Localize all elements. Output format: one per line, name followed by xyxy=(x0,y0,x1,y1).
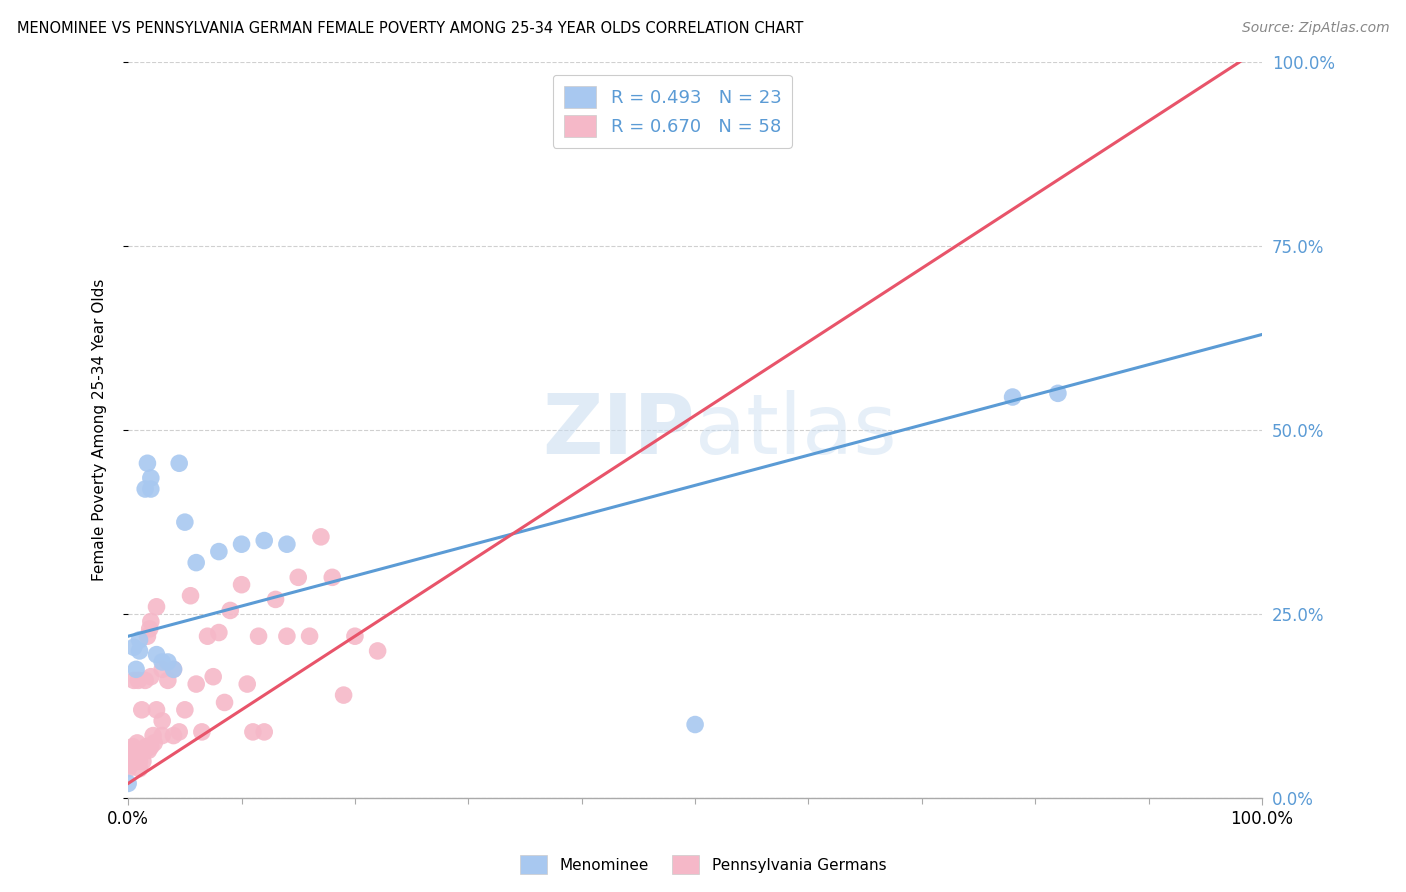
Point xyxy=(156,655,179,669)
Point xyxy=(139,482,162,496)
Point xyxy=(134,482,156,496)
Legend: Menominee, Pennsylvania Germans: Menominee, Pennsylvania Germans xyxy=(513,849,893,880)
Point xyxy=(128,755,150,769)
Point xyxy=(167,456,190,470)
Point xyxy=(309,530,332,544)
Point xyxy=(125,662,148,676)
Point xyxy=(131,703,153,717)
Point xyxy=(208,625,231,640)
Point xyxy=(128,632,150,647)
Point xyxy=(135,739,157,754)
Point xyxy=(180,589,202,603)
Point xyxy=(173,515,195,529)
Text: atlas: atlas xyxy=(695,390,897,471)
Point xyxy=(298,629,321,643)
Point xyxy=(128,762,150,776)
Point xyxy=(134,673,156,688)
Point xyxy=(143,736,166,750)
Point xyxy=(231,577,253,591)
Point xyxy=(321,570,343,584)
Point xyxy=(156,673,179,688)
Point xyxy=(145,703,167,717)
Point xyxy=(117,776,139,790)
Point xyxy=(186,677,208,691)
Point xyxy=(150,655,173,669)
Point xyxy=(136,629,159,643)
Y-axis label: Female Poverty Among 25-34 Year Olds: Female Poverty Among 25-34 Year Olds xyxy=(93,279,107,582)
Point xyxy=(276,629,298,643)
Point xyxy=(138,622,160,636)
Text: ZIP: ZIP xyxy=(543,390,695,471)
Point xyxy=(219,603,242,617)
Point xyxy=(150,662,173,676)
Point xyxy=(122,673,145,688)
Point xyxy=(214,696,236,710)
Point xyxy=(1001,390,1024,404)
Legend: R = 0.493   N = 23, R = 0.670   N = 58: R = 0.493 N = 23, R = 0.670 N = 58 xyxy=(553,75,792,148)
Point xyxy=(139,615,162,629)
Point xyxy=(167,725,190,739)
Point xyxy=(150,729,173,743)
Point xyxy=(231,537,253,551)
Point xyxy=(202,670,225,684)
Point xyxy=(276,537,298,551)
Point xyxy=(124,755,146,769)
Point xyxy=(367,644,389,658)
Point xyxy=(122,640,145,655)
Point xyxy=(162,662,184,676)
Point xyxy=(142,729,165,743)
Point xyxy=(138,743,160,757)
Point xyxy=(191,725,214,739)
Point xyxy=(173,703,195,717)
Point xyxy=(253,725,276,739)
Point xyxy=(128,644,150,658)
Point xyxy=(121,739,143,754)
Point xyxy=(121,750,143,764)
Point xyxy=(134,743,156,757)
Point xyxy=(127,736,149,750)
Point xyxy=(242,725,264,739)
Point xyxy=(186,556,208,570)
Point xyxy=(132,755,155,769)
Point xyxy=(162,729,184,743)
Point xyxy=(139,670,162,684)
Point xyxy=(127,673,149,688)
Point xyxy=(236,677,259,691)
Point xyxy=(117,743,139,757)
Point xyxy=(287,570,309,584)
Point xyxy=(683,717,706,731)
Point xyxy=(128,743,150,757)
Point xyxy=(125,747,148,761)
Point xyxy=(150,714,173,728)
Point xyxy=(139,471,162,485)
Text: Source: ZipAtlas.com: Source: ZipAtlas.com xyxy=(1241,21,1389,35)
Text: MENOMINEE VS PENNSYLVANIA GERMAN FEMALE POVERTY AMONG 25-34 YEAR OLDS CORRELATIO: MENOMINEE VS PENNSYLVANIA GERMAN FEMALE … xyxy=(17,21,803,36)
Point xyxy=(253,533,276,548)
Point xyxy=(139,739,162,754)
Point xyxy=(117,762,139,776)
Point xyxy=(136,456,159,470)
Point xyxy=(332,688,354,702)
Point xyxy=(162,662,184,676)
Point xyxy=(1046,386,1069,401)
Point xyxy=(208,544,231,558)
Point xyxy=(247,629,270,643)
Point xyxy=(145,599,167,614)
Point xyxy=(264,592,287,607)
Point xyxy=(145,648,167,662)
Point xyxy=(120,758,142,772)
Point xyxy=(197,629,219,643)
Point xyxy=(343,629,366,643)
